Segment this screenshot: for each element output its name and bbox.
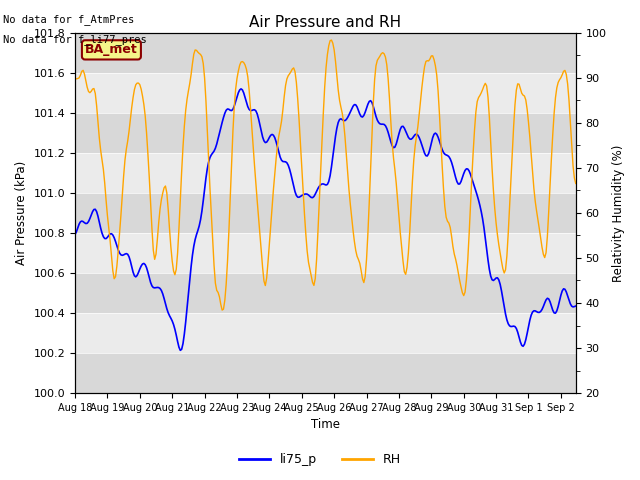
Bar (75, 193, 576, 233)
Y-axis label: Relativity Humidity (%): Relativity Humidity (%) (612, 144, 625, 282)
Y-axis label: Air Pressure (kPa): Air Pressure (kPa) (15, 161, 28, 265)
X-axis label: Time: Time (311, 419, 340, 432)
Bar (75, 33, 576, 72)
Text: No data for f_AtmPres: No data for f_AtmPres (3, 14, 134, 25)
Bar (75, 113, 576, 153)
Legend: li75_p, RH: li75_p, RH (234, 448, 406, 471)
Title: Air Pressure and RH: Air Pressure and RH (250, 15, 401, 30)
Bar (75, 273, 576, 313)
Text: No data for f_li77_pres: No data for f_li77_pres (3, 34, 147, 45)
Text: BA_met: BA_met (85, 43, 138, 56)
Bar (75, 353, 576, 393)
